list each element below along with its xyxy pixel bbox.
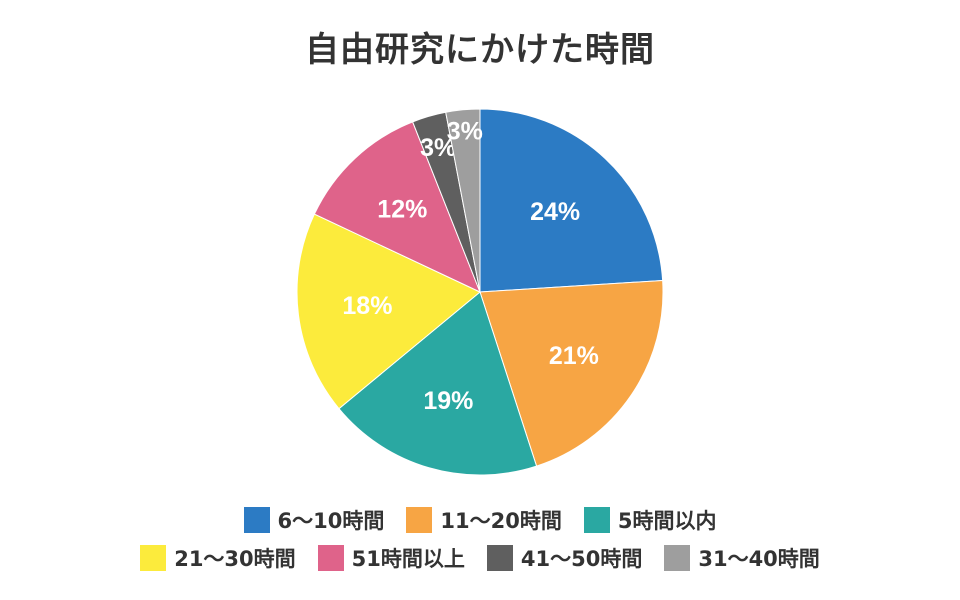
pie-slice-label-1: 24% (530, 198, 580, 226)
legend-label: 11〜20時間 (440, 509, 562, 533)
legend-item-7: 31〜40時間 (664, 543, 820, 573)
pie-slice-label-2: 21% (549, 342, 599, 370)
legend-item-1: 6〜10時間 (243, 505, 385, 535)
chart-title: 自由研究にかけた時間 (305, 30, 655, 70)
legend-label: 51時間以上 (351, 547, 465, 571)
pie-slice-7 (445, 108, 481, 293)
legend-item-3: 5時間以内 (583, 505, 717, 535)
pie-slice-5 (313, 121, 481, 293)
legend-swatch (243, 507, 270, 533)
pie-slice-1 (479, 108, 664, 293)
legend-item-2: 11〜20時間 (406, 505, 562, 535)
legend-swatch (406, 507, 433, 533)
pie-slice-label-6: 3% (420, 134, 456, 162)
pie-slice-3 (338, 291, 538, 476)
legend-swatch (583, 507, 610, 533)
legend-swatch (486, 545, 513, 571)
legend-item-5: 51時間以上 (317, 543, 465, 573)
legend-label: 6〜10時間 (277, 509, 385, 533)
pie-slice-label-7: 3% (447, 118, 483, 146)
legend-item-4: 21〜30時間 (140, 543, 296, 573)
legend-label: 21〜30時間 (174, 547, 296, 571)
pie-slice-label-3: 19% (423, 387, 473, 415)
legend-label: 31〜40時間 (698, 547, 820, 571)
legend-label: 5時間以内 (617, 509, 717, 533)
pie-slice-label-4: 18% (342, 292, 392, 320)
pie-slice-4 (296, 213, 481, 410)
pie-slice-2 (479, 279, 664, 467)
pie-slice-label-5: 12% (377, 195, 427, 223)
legend-swatch (664, 545, 691, 571)
legend-label: 41〜50時間 (520, 547, 643, 571)
legend-row-1: 6〜10時間 11〜20時間 5時間以内 (0, 505, 960, 535)
legend-row-2: 21〜30時間 51時間以上 41〜50時間 31〜40時間 (0, 543, 960, 573)
legend-item-6: 41〜50時間 (486, 543, 643, 573)
legend-swatch (140, 545, 167, 571)
legend-swatch (317, 545, 344, 571)
